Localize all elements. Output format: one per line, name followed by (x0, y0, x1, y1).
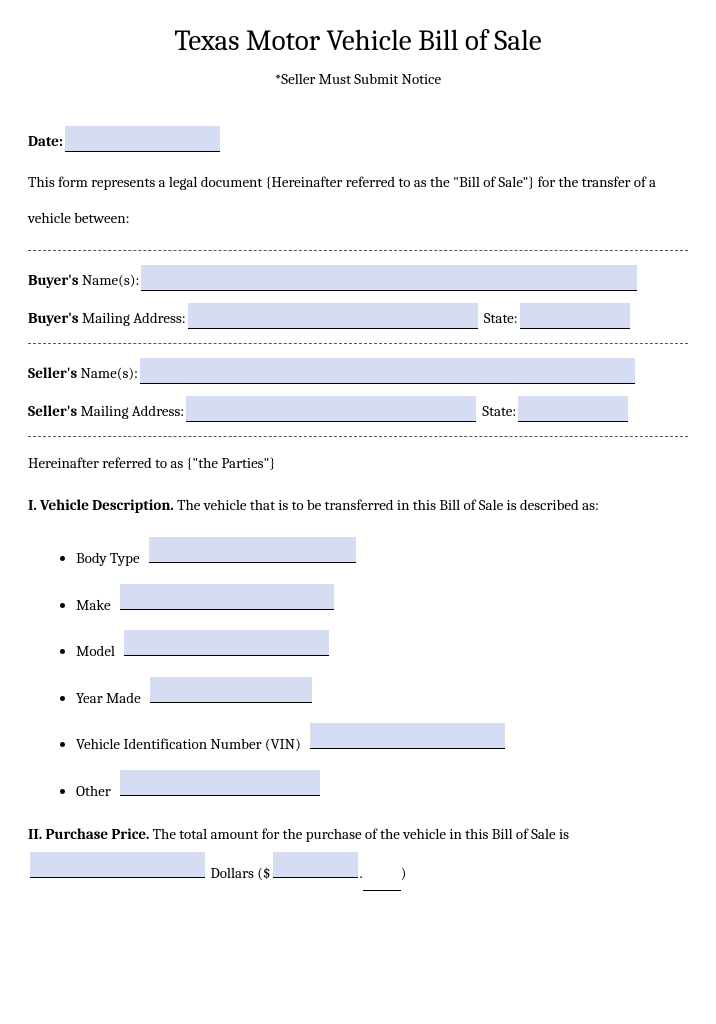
model-field[interactable] (124, 630, 329, 656)
year-label: Year Made (76, 687, 141, 710)
make-label: Make (76, 594, 111, 617)
buyer-name-field[interactable] (141, 265, 637, 291)
seller-state-field[interactable] (518, 396, 628, 422)
list-item-body-type: Body Type (76, 537, 688, 570)
body-type-label: Body Type (76, 547, 140, 570)
buyer-name-label: Buyer's Name(s): (28, 269, 139, 292)
section-2-heading: II. Purchase Price. (28, 825, 149, 843)
seller-addr-label: Seller's Mailing Address: (28, 400, 184, 423)
seller-addr-row: Seller's Mailing Address: State: (28, 396, 688, 422)
model-label: Model (76, 640, 115, 663)
price-cents-field[interactable] (363, 867, 401, 891)
seller-name-row: Seller's Name(s): (28, 358, 688, 384)
seller-name-field[interactable] (140, 358, 635, 384)
buyer-state-field[interactable] (520, 303, 630, 329)
list-item-make: Make (76, 584, 688, 617)
intro-text: This form represents a legal document {H… (28, 164, 688, 236)
price-close: ) (401, 864, 407, 882)
price-words-field[interactable] (30, 852, 205, 878)
price-dollars-field[interactable] (273, 852, 358, 878)
buyer-name-row: Buyer's Name(s): (28, 265, 688, 291)
vehicle-description-list: Body Type Make Model Year Made Vehicle I… (76, 537, 688, 802)
seller-addr-field[interactable] (186, 396, 476, 422)
other-label: Other (76, 780, 111, 803)
seller-state-label: State: (482, 400, 516, 423)
list-item-model: Model (76, 630, 688, 663)
make-field[interactable] (120, 584, 334, 610)
other-field[interactable] (120, 770, 320, 796)
dollars-label: Dollars ($ (210, 864, 270, 882)
vin-label: Vehicle Identification Number (VIN) (76, 733, 301, 756)
buyer-addr-label: Buyer's Mailing Address: (28, 307, 186, 330)
date-row: Date: (28, 126, 688, 152)
form-title: Texas Motor Vehicle Bill of Sale (28, 20, 688, 64)
list-item-vin: Vehicle Identification Number (VIN) (76, 723, 688, 756)
body-type-field[interactable] (149, 537, 356, 563)
divider-1 (28, 250, 688, 251)
vin-field[interactable] (310, 723, 505, 749)
section-1-text: The vehicle that is to be transferred in… (174, 496, 599, 514)
list-item-year: Year Made (76, 677, 688, 710)
date-field[interactable] (65, 126, 220, 152)
section-1: I. Vehicle Description. The vehicle that… (28, 487, 688, 523)
year-field[interactable] (150, 677, 312, 703)
section-2-text1: The total amount for the purchase of the… (149, 825, 569, 843)
date-label: Date: (28, 130, 63, 153)
divider-3 (28, 436, 688, 437)
list-item-other: Other (76, 770, 688, 803)
buyer-addr-field[interactable] (188, 303, 478, 329)
seller-name-label: Seller's Name(s): (28, 362, 138, 385)
divider-2 (28, 343, 688, 344)
section-2: II. Purchase Price. The total amount for… (28, 816, 688, 891)
buyer-addr-row: Buyer's Mailing Address: State: (28, 303, 688, 329)
buyer-state-label: State: (484, 307, 518, 330)
form-subtitle: *Seller Must Submit Notice (28, 68, 688, 91)
section-1-heading: I. Vehicle Description. (28, 496, 174, 514)
parties-text: Hereinafter referred to as {"the Parties… (28, 451, 688, 475)
